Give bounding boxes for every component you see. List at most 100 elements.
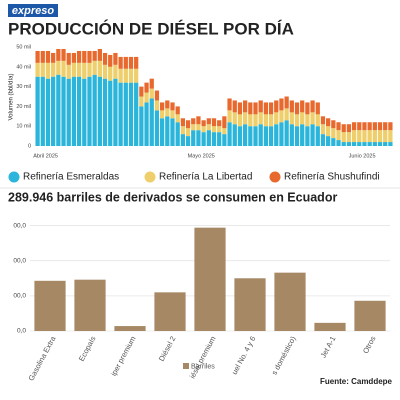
bar-segment	[128, 68, 134, 83]
bar-segment	[149, 98, 154, 146]
bar-segment	[320, 134, 326, 146]
bar-segment	[154, 90, 160, 101]
bar-segment	[56, 48, 61, 61]
bar-segment	[118, 82, 123, 146]
legend-swatch	[269, 171, 281, 183]
bar-segment	[227, 122, 232, 146]
bar-segment	[35, 62, 40, 77]
bar-segment	[331, 138, 336, 146]
chart-title: PRODUCCIÓN DE DIÉSEL POR DÍA	[8, 19, 294, 38]
bar-segment	[71, 76, 77, 146]
bar-segment	[362, 122, 367, 131]
bar-segment	[258, 100, 263, 113]
bar-segment	[253, 126, 258, 146]
bar-segment	[40, 76, 45, 146]
bar-segment	[201, 126, 206, 133]
bar-segment	[211, 132, 217, 146]
bar-segment	[326, 136, 331, 146]
bar-segment	[92, 50, 97, 61]
bar-segment	[351, 142, 357, 146]
bar-segment	[222, 116, 227, 129]
bar-segment	[82, 78, 87, 146]
bar-segment	[362, 142, 367, 146]
bar-segment	[159, 118, 165, 146]
bar-segment	[170, 118, 175, 146]
bar-segment	[367, 142, 372, 146]
x-tick-label: s doméstico)	[270, 334, 298, 376]
bar-segment	[357, 122, 362, 131]
legend-swatch	[183, 363, 189, 369]
bar-segment	[201, 132, 206, 146]
bar-segment	[300, 124, 305, 146]
bar	[154, 292, 186, 331]
bar-segment	[372, 122, 377, 131]
y-tick-label: 00,0	[13, 293, 26, 300]
bar-segment	[237, 114, 243, 127]
bar-segment	[196, 124, 201, 131]
bar-segment	[123, 56, 128, 69]
bar-segment	[326, 126, 331, 137]
bar-segment	[97, 60, 102, 77]
bar-segment	[388, 142, 393, 146]
bar-segment	[279, 122, 284, 146]
bar-segment	[45, 50, 51, 63]
bar-segment	[289, 100, 294, 113]
bar-segment	[35, 76, 40, 146]
bar-segment	[222, 134, 227, 146]
bar-segment	[82, 62, 87, 79]
bar-segment	[144, 92, 149, 103]
bar-segment	[351, 122, 357, 131]
bar-segment	[97, 76, 102, 146]
bar-segment	[165, 108, 170, 117]
bar-segment	[232, 112, 237, 125]
bar-segment	[357, 130, 362, 143]
bar-segment	[61, 76, 66, 146]
bar-segment	[315, 114, 320, 127]
bar-segment	[237, 102, 243, 115]
bar-segment	[76, 50, 82, 63]
bar-segment	[128, 56, 134, 69]
bar-segment	[268, 114, 274, 127]
bar-segment	[113, 78, 118, 146]
y-tick-label: 20 mil	[16, 104, 31, 110]
x-tick-label: iper premium	[109, 335, 137, 378]
bar-segment	[217, 120, 222, 127]
bar-segment	[113, 52, 118, 65]
bar-segment	[180, 134, 185, 146]
y-tick-label: 50 mil	[16, 44, 31, 50]
legend-label: Barriles	[191, 363, 215, 370]
bar-segment	[305, 126, 310, 146]
bar-segment	[227, 110, 232, 123]
chart-subtitle: 289.946 barriles de derivados se consume…	[8, 190, 337, 204]
bar-segment	[45, 78, 51, 146]
bar-segment	[206, 124, 211, 131]
bar-segment	[206, 118, 211, 125]
bar-segment	[372, 142, 377, 146]
bar-segment	[331, 120, 336, 129]
bar-segment	[185, 120, 191, 129]
bar-segment	[108, 54, 113, 67]
bar-segment	[170, 110, 175, 119]
bar-segment	[66, 78, 71, 146]
bar-segment	[253, 102, 258, 115]
bar-segment	[201, 120, 206, 127]
bar-segment	[377, 122, 383, 131]
bar-segment	[248, 114, 253, 127]
bar-segment	[185, 136, 191, 146]
bar-segment	[180, 118, 185, 127]
bar-segment	[118, 56, 123, 69]
legend-label: Refinería La Libertad	[159, 172, 252, 183]
bar-segment	[66, 64, 71, 79]
bar-segment	[175, 106, 180, 115]
bar-segment	[377, 142, 383, 146]
bar-segment	[40, 50, 45, 63]
bar-segment	[185, 128, 191, 137]
bar-segment	[258, 112, 263, 125]
bar-segment	[222, 128, 227, 135]
bar-segment	[341, 132, 346, 143]
bar-segment	[76, 62, 82, 77]
bar-segment	[139, 96, 144, 107]
bar-segment	[71, 62, 77, 77]
bar	[74, 279, 106, 331]
